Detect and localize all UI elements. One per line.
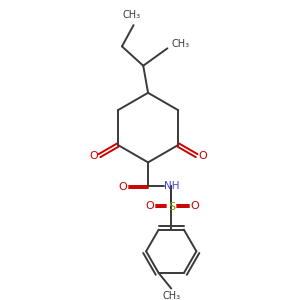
- Text: CH₃: CH₃: [123, 11, 141, 20]
- Text: CH₃: CH₃: [162, 291, 180, 300]
- Text: NH: NH: [164, 181, 179, 190]
- Text: O: O: [190, 201, 199, 211]
- Text: O: O: [118, 182, 127, 192]
- Text: O: O: [198, 151, 207, 160]
- Text: O: O: [146, 201, 154, 211]
- Text: S: S: [169, 202, 176, 212]
- Text: O: O: [89, 151, 98, 160]
- Text: CH₃: CH₃: [172, 40, 190, 50]
